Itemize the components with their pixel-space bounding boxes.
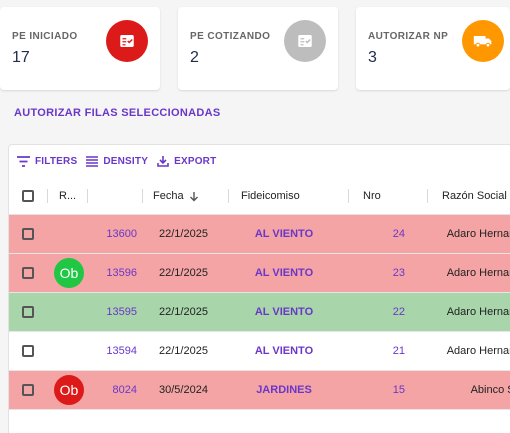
sort-arrow-down-icon <box>189 191 198 201</box>
authorize-selected-rows-button[interactable]: AUTORIZAR FILAS SELECCIONADAS <box>14 107 221 119</box>
row-id-link[interactable]: 8024 <box>112 384 137 396</box>
badge-cell: Ob <box>54 254 84 292</box>
table-row[interactable]: 13594 22/1/2025 AL VIENTO 21 Adaro Herna… <box>9 332 510 371</box>
column-header-nro[interactable]: Nro <box>363 190 381 202</box>
export-button[interactable]: EXPORT <box>157 155 216 167</box>
table-row[interactable]: 13600 22/1/2025 AL VIENTO 24 Adaro Herna… <box>9 215 510 254</box>
row-checkbox[interactable] <box>22 332 34 370</box>
row-razon-social: Adaro Hernan A <box>446 267 510 279</box>
kpi-card-autorizar-np[interactable]: AUTORIZAR NP 3 <box>356 7 510 90</box>
filter-icon <box>17 155 30 167</box>
badge-cell <box>54 293 84 331</box>
kpi-value: 3 <box>368 49 377 66</box>
badge-cell: Ob <box>54 371 84 409</box>
kpi-card-pe-iniciado[interactable]: PE INICIADO 17 <box>0 7 160 90</box>
row-id-link[interactable]: 13596 <box>106 267 137 279</box>
row-fecha: 30/5/2024 <box>159 384 208 396</box>
row-fecha: 22/1/2025 <box>159 306 208 318</box>
kpi-title: PE COTIZANDO <box>190 31 271 42</box>
checklist-icon <box>106 20 148 62</box>
column-header-razon-social[interactable]: Razón Social <box>442 190 507 202</box>
row-fideicomiso: JARDINES <box>256 384 312 396</box>
row-checkbox[interactable] <box>22 215 34 253</box>
kpi-value: 17 <box>12 49 30 66</box>
data-grid: FILTERS DENSITY EXPORT R... Fecha Fideic… <box>8 144 510 433</box>
table-row[interactable]: Ob 13596 22/1/2025 AL VIENTO 23 Adaro He… <box>9 254 510 293</box>
row-razon-social: Adaro Hernan A <box>446 306 510 318</box>
truck-icon <box>462 20 504 62</box>
row-checkbox[interactable] <box>22 371 34 409</box>
badge-cell <box>54 215 84 253</box>
row-checkbox[interactable] <box>22 293 34 331</box>
badge-cell <box>54 332 84 370</box>
density-label: DENSITY <box>103 155 149 167</box>
row-nro: 21 <box>392 345 405 357</box>
grid-toolbar: FILTERS DENSITY EXPORT <box>9 145 510 177</box>
kpi-title: AUTORIZAR NP <box>368 31 449 42</box>
kpi-card-pe-cotizando[interactable]: PE COTIZANDO 2 <box>178 7 338 90</box>
row-nro: 15 <box>392 384 405 396</box>
row-fecha: 22/1/2025 <box>159 228 208 240</box>
filters-label: FILTERS <box>35 155 78 167</box>
column-header-fecha-label: Fecha <box>153 190 184 202</box>
row-razon-social: Adaro Hernan A <box>446 228 510 240</box>
row-razon-social: Abinco S.A <box>470 384 510 396</box>
row-fecha: 22/1/2025 <box>159 345 208 357</box>
download-icon <box>157 156 169 167</box>
density-button[interactable]: DENSITY <box>86 156 148 167</box>
filters-button[interactable]: FILTERS <box>17 156 77 167</box>
row-nro: 22 <box>392 306 405 318</box>
table-row[interactable]: Ob 8024 30/5/2024 JARDINES 15 Abinco S.A <box>9 371 510 410</box>
column-header-fideicomiso[interactable]: Fideicomiso <box>241 190 300 202</box>
select-all-checkbox[interactable] <box>22 177 34 215</box>
row-checkbox[interactable] <box>22 254 34 292</box>
row-id-link[interactable]: 13600 <box>106 228 137 240</box>
row-fideicomiso: AL VIENTO <box>254 267 314 279</box>
row-nro: 24 <box>392 228 405 240</box>
row-razon-social: Adaro Hernan A <box>446 345 510 357</box>
export-label: EXPORT <box>174 155 217 167</box>
row-fideicomiso: AL VIENTO <box>254 228 314 240</box>
grid-header: R... Fecha Fideicomiso Nro Razón Social <box>9 177 510 215</box>
row-fecha: 22/1/2025 <box>159 267 208 279</box>
column-header-fecha[interactable]: Fecha <box>153 177 199 215</box>
kpi-value: 2 <box>190 49 199 66</box>
row-fideicomiso: AL VIENTO <box>254 345 314 357</box>
row-nro: 23 <box>392 267 405 279</box>
row-fideicomiso: AL VIENTO <box>254 306 314 318</box>
column-header-r[interactable]: R... <box>59 190 77 202</box>
row-id-link[interactable]: 13594 <box>106 345 137 357</box>
row-id-link[interactable]: 13595 <box>106 306 137 318</box>
checklist-icon <box>284 20 326 62</box>
density-icon <box>86 155 99 167</box>
status-badge: Ob <box>54 375 84 405</box>
status-badge: Ob <box>54 258 84 288</box>
table-row[interactable]: 13595 22/1/2025 AL VIENTO 22 Adaro Herna… <box>9 293 510 332</box>
kpi-title: PE INICIADO <box>12 31 78 42</box>
